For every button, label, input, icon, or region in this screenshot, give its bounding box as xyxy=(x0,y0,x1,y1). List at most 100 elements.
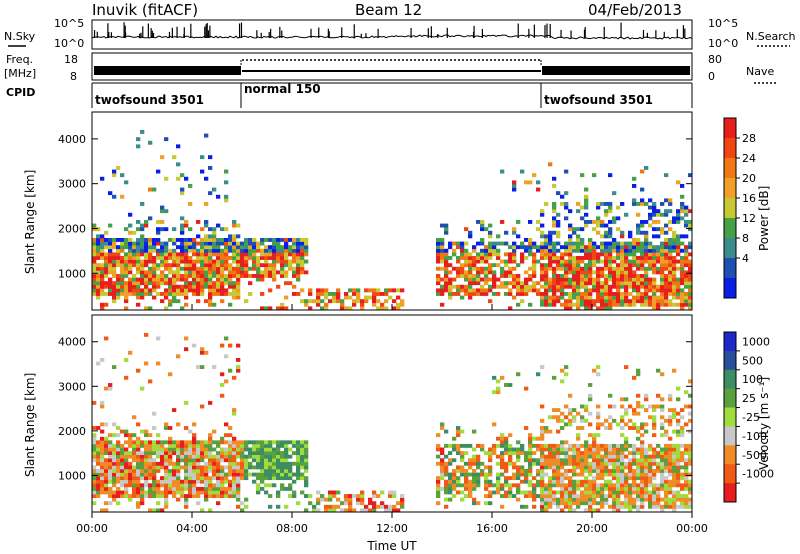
heatmap-cell xyxy=(664,256,669,260)
heatmap-cell xyxy=(360,501,365,506)
heatmap-cell xyxy=(136,469,141,473)
heatmap-cell xyxy=(488,469,493,473)
heatmap-cell xyxy=(156,252,161,257)
heatmap-cell xyxy=(544,252,549,257)
heatmap-cell xyxy=(572,486,577,491)
heatmap-cell xyxy=(116,461,121,466)
heatmap-cell xyxy=(556,476,561,481)
heatmap-cell xyxy=(560,486,565,491)
heatmap-cell xyxy=(228,274,233,278)
heatmap-cell xyxy=(116,248,121,253)
heatmap-cell xyxy=(236,241,241,246)
heatmap-cell xyxy=(652,234,657,239)
heatmap-cell xyxy=(632,288,637,293)
heatmap-cell xyxy=(548,443,553,448)
heatmap-cell xyxy=(604,209,609,214)
heatmap-cell xyxy=(176,454,181,459)
heatmap-cell xyxy=(488,266,493,271)
heatmap-cell xyxy=(124,494,129,498)
heatmap-cell xyxy=(588,501,593,506)
heatmap-cell xyxy=(516,476,521,481)
heatmap-cell xyxy=(632,447,637,452)
heatmap-cell xyxy=(256,472,261,477)
heatmap-cell xyxy=(648,494,653,498)
heatmap-cell xyxy=(664,469,669,473)
heatmap-cell xyxy=(156,508,161,513)
heatmap-cell xyxy=(484,256,489,260)
heatmap-cell xyxy=(556,212,561,217)
heatmap-cell xyxy=(536,245,541,250)
heatmap-cell xyxy=(628,483,633,488)
heatmap-cell xyxy=(368,295,373,300)
heatmap-cell xyxy=(584,274,589,278)
heatmap-cell xyxy=(508,259,513,264)
heatmap-cell xyxy=(528,238,533,242)
heatmap-cell xyxy=(208,454,213,459)
heatmap-cell xyxy=(560,465,565,470)
heatmap-cell xyxy=(668,447,673,452)
heatmap-cell xyxy=(216,451,221,455)
heatmap-cell xyxy=(564,501,569,506)
heatmap-cell xyxy=(124,245,129,250)
heatmap-cell xyxy=(640,248,645,253)
heatmap-cell xyxy=(116,447,121,452)
heatmap-cell xyxy=(220,277,225,282)
heatmap-cell xyxy=(664,245,669,250)
heatmap-cell xyxy=(528,461,533,466)
heatmap-cell xyxy=(476,461,481,466)
heatmap-cell xyxy=(548,447,553,452)
heatmap-cell xyxy=(676,266,681,271)
heatmap-cell xyxy=(196,299,201,304)
heatmap-cell xyxy=(268,270,273,275)
heatmap-cell xyxy=(208,288,213,293)
heatmap-cell xyxy=(652,483,657,488)
heatmap-cell xyxy=(668,458,673,463)
heatmap-cell xyxy=(296,501,301,506)
heatmap-cell xyxy=(200,347,205,352)
heatmap-cell xyxy=(436,483,441,488)
heatmap-cell xyxy=(140,223,145,228)
heatmap-cell xyxy=(292,256,297,260)
heatmap-cell xyxy=(500,458,505,463)
heatmap-cell xyxy=(236,284,241,289)
heatmap-cell xyxy=(96,245,101,250)
heatmap-cell xyxy=(96,486,101,491)
heatmap-cell xyxy=(100,465,105,470)
heatmap-cell xyxy=(192,469,197,473)
heatmap-cell xyxy=(188,454,193,459)
colorbar-tick-label: 500 xyxy=(742,354,763,367)
heatmap-cell xyxy=(560,274,565,278)
heatmap-cell xyxy=(92,223,97,228)
heatmap-cell xyxy=(488,263,493,268)
heatmap-cell xyxy=(688,486,693,491)
colorbar-tick-label: -1000 xyxy=(742,468,774,481)
heatmap-cell xyxy=(320,288,325,293)
heatmap-cell xyxy=(236,472,241,477)
heatmap-cell xyxy=(600,274,605,278)
heatmap-cell xyxy=(396,302,401,307)
heatmap-cell xyxy=(284,443,289,448)
heatmap-cell xyxy=(148,476,153,481)
heatmap-cell xyxy=(500,220,505,224)
heatmap-cell xyxy=(200,241,205,246)
heatmap-cell xyxy=(240,501,245,506)
heatmap-cell xyxy=(128,266,133,271)
heatmap-cell xyxy=(560,443,565,448)
heatmap-cell xyxy=(176,245,181,250)
heatmap-cell xyxy=(672,245,677,250)
heatmap-cell xyxy=(92,443,97,448)
heatmap-cell xyxy=(564,216,569,221)
heatmap-cell xyxy=(608,451,613,455)
heatmap-cell xyxy=(552,284,557,289)
heatmap-cell xyxy=(568,223,573,228)
heatmap-cell xyxy=(612,418,617,423)
heatmap-cell xyxy=(508,443,513,448)
x-tick-label: 20:00 xyxy=(576,522,608,535)
heatmap-cell xyxy=(172,447,177,452)
heatmap-cell xyxy=(512,245,517,250)
colorbar-frame xyxy=(723,331,737,503)
heatmap-cell xyxy=(616,248,621,253)
heatmap-cell xyxy=(588,411,593,416)
heatmap-cell xyxy=(276,490,281,495)
heatmap-cell xyxy=(552,281,557,286)
